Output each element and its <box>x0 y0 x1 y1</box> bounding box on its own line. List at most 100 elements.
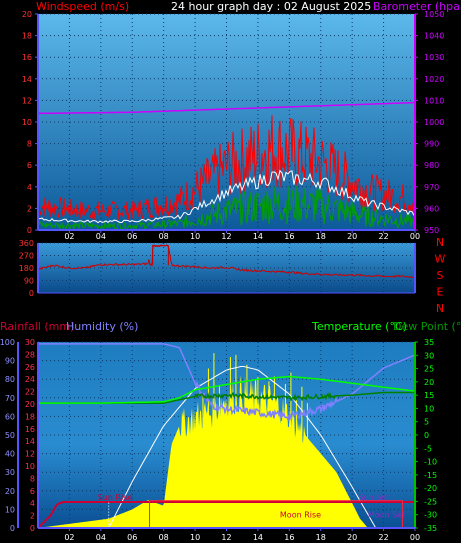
wind-y-tick: 6 <box>27 161 32 170</box>
rain-x-tick: 08 <box>159 533 169 542</box>
baro-y-tick: 1030 <box>424 53 444 62</box>
temp-y-tick: 25 <box>424 365 434 374</box>
humidity-y-tick: 0 <box>10 524 15 533</box>
temp-y-tick: 35 <box>424 338 434 347</box>
barometer-axis-label: Barometer (hpa) <box>373 0 461 13</box>
baro-y-tick: 970 <box>424 183 439 192</box>
rain-x-tick: 10 <box>190 533 200 542</box>
temp-y-tick: -10 <box>424 458 437 467</box>
baro-y-tick: 990 <box>424 140 439 149</box>
rain-y-tick: 10 <box>25 462 35 471</box>
temp-y-tick: 20 <box>424 378 434 387</box>
rain-y-tick: 30 <box>25 338 35 347</box>
windspeed-axis-label: Windspeed (m/s) <box>36 0 129 13</box>
temp-y-tick: 15 <box>424 391 434 400</box>
baro-y-tick: 980 <box>424 161 439 170</box>
wind-x-tick: 02 <box>64 232 74 241</box>
rain-x-tick: 04 <box>96 533 106 542</box>
baro-y-tick: 1050 <box>424 10 444 19</box>
rain-y-tick: 6 <box>30 487 35 496</box>
humidity-y-tick: 50 <box>5 431 15 440</box>
wind-x-tick: 20 <box>347 232 357 241</box>
rain-y-tick: 20 <box>25 400 35 409</box>
rain-x-tick: 12 <box>221 533 231 542</box>
rain-y-tick: 26 <box>25 363 35 372</box>
direction-y-tick: 180 <box>19 264 34 273</box>
wind-x-tick: 08 <box>159 232 169 241</box>
compass-label: W <box>435 253 446 266</box>
baro-y-tick: 950 <box>424 226 439 235</box>
wind-y-tick: 12 <box>22 96 32 105</box>
direction-y-tick: 270 <box>19 252 34 261</box>
temp-y-tick: 10 <box>424 404 434 413</box>
humidity-y-tick: 10 <box>5 505 15 514</box>
rain-x-tick: 06 <box>127 533 137 542</box>
humidity-y-tick: 90 <box>5 357 15 366</box>
wind-y-tick: 10 <box>22 118 32 127</box>
wind-x-tick: 04 <box>96 232 106 241</box>
rain-x-tick: 20 <box>347 533 357 542</box>
temp-y-tick: 30 <box>424 351 434 360</box>
wind-x-tick: 14 <box>253 232 263 241</box>
rain-y-tick: 16 <box>25 425 35 434</box>
temp-y-tick: -25 <box>424 497 437 506</box>
rain-y-tick: 18 <box>25 412 35 421</box>
sunrise-label: Sun Rise <box>98 493 133 502</box>
baro-y-tick: 1010 <box>424 96 444 105</box>
temp-y-tick: 5 <box>424 418 429 427</box>
graph-title: 24 hour graph day : 02 August 2025 <box>171 0 371 13</box>
rain-y-tick: 2 <box>30 512 35 521</box>
direction-y-tick: 90 <box>24 277 34 286</box>
rain-x-tick: 14 <box>253 533 263 542</box>
sunset-label: Sun Set <box>358 493 389 502</box>
wind-x-tick: 22 <box>378 232 388 241</box>
compass-label: S <box>437 269 444 282</box>
rain-x-tick: 22 <box>378 533 388 542</box>
rain-y-tick: 22 <box>25 388 35 397</box>
temp-y-tick: 0 <box>424 431 429 440</box>
wind-y-tick: 4 <box>27 183 32 192</box>
baro-y-tick: 1040 <box>424 32 444 41</box>
temp-y-tick: -5 <box>424 444 432 453</box>
direction-y-tick: 0 <box>29 289 34 298</box>
rain-y-tick: 28 <box>25 350 35 359</box>
rainfall-axis-label: Rainfall (mm) <box>0 320 74 333</box>
moonset-label: Moon Set <box>368 510 405 519</box>
humidity-y-tick: 100 <box>0 338 15 347</box>
wind-y-tick: 8 <box>27 140 32 149</box>
wind-y-tick: 0 <box>27 226 32 235</box>
temp-y-tick: -30 <box>424 511 437 520</box>
humidity-axis-label: Humidity (%) <box>66 320 138 333</box>
rain-y-tick: 12 <box>25 450 35 459</box>
compass-label: N <box>436 302 444 315</box>
rain-y-tick: 8 <box>30 474 35 483</box>
humidity-y-tick: 70 <box>5 394 15 403</box>
humidity-y-tick: 60 <box>5 412 15 421</box>
temp-y-tick: -20 <box>424 484 437 493</box>
dewpoint-axis-label: Dew Point (°C) <box>393 320 461 333</box>
humidity-y-tick: 30 <box>5 468 15 477</box>
wind-y-tick: 16 <box>22 53 32 62</box>
wind-x-tick: 00 <box>410 232 420 241</box>
wind-y-tick: 14 <box>22 75 32 84</box>
wind-x-tick: 18 <box>316 232 326 241</box>
compass-label: E <box>437 286 444 299</box>
temp-y-tick: -15 <box>424 471 437 480</box>
wind-y-tick: 18 <box>22 32 32 41</box>
baro-y-tick: 960 <box>424 204 439 213</box>
humidity-y-tick: 20 <box>5 487 15 496</box>
wind-x-tick: 06 <box>127 232 137 241</box>
rain-x-tick: 16 <box>284 533 294 542</box>
baro-y-tick: 1020 <box>424 75 444 84</box>
moonrise-label: Moon Rise <box>280 510 321 519</box>
compass-label: N <box>436 236 444 249</box>
rain-y-tick: 24 <box>25 375 35 384</box>
rain-x-tick: 02 <box>64 533 74 542</box>
baro-y-tick: 1000 <box>424 118 444 127</box>
rain-y-tick: 0 <box>30 524 35 533</box>
rain-y-tick: 4 <box>30 499 35 508</box>
humidity-y-tick: 40 <box>5 450 15 459</box>
wind-x-tick: 12 <box>221 232 231 241</box>
rain-x-tick: 18 <box>316 533 326 542</box>
